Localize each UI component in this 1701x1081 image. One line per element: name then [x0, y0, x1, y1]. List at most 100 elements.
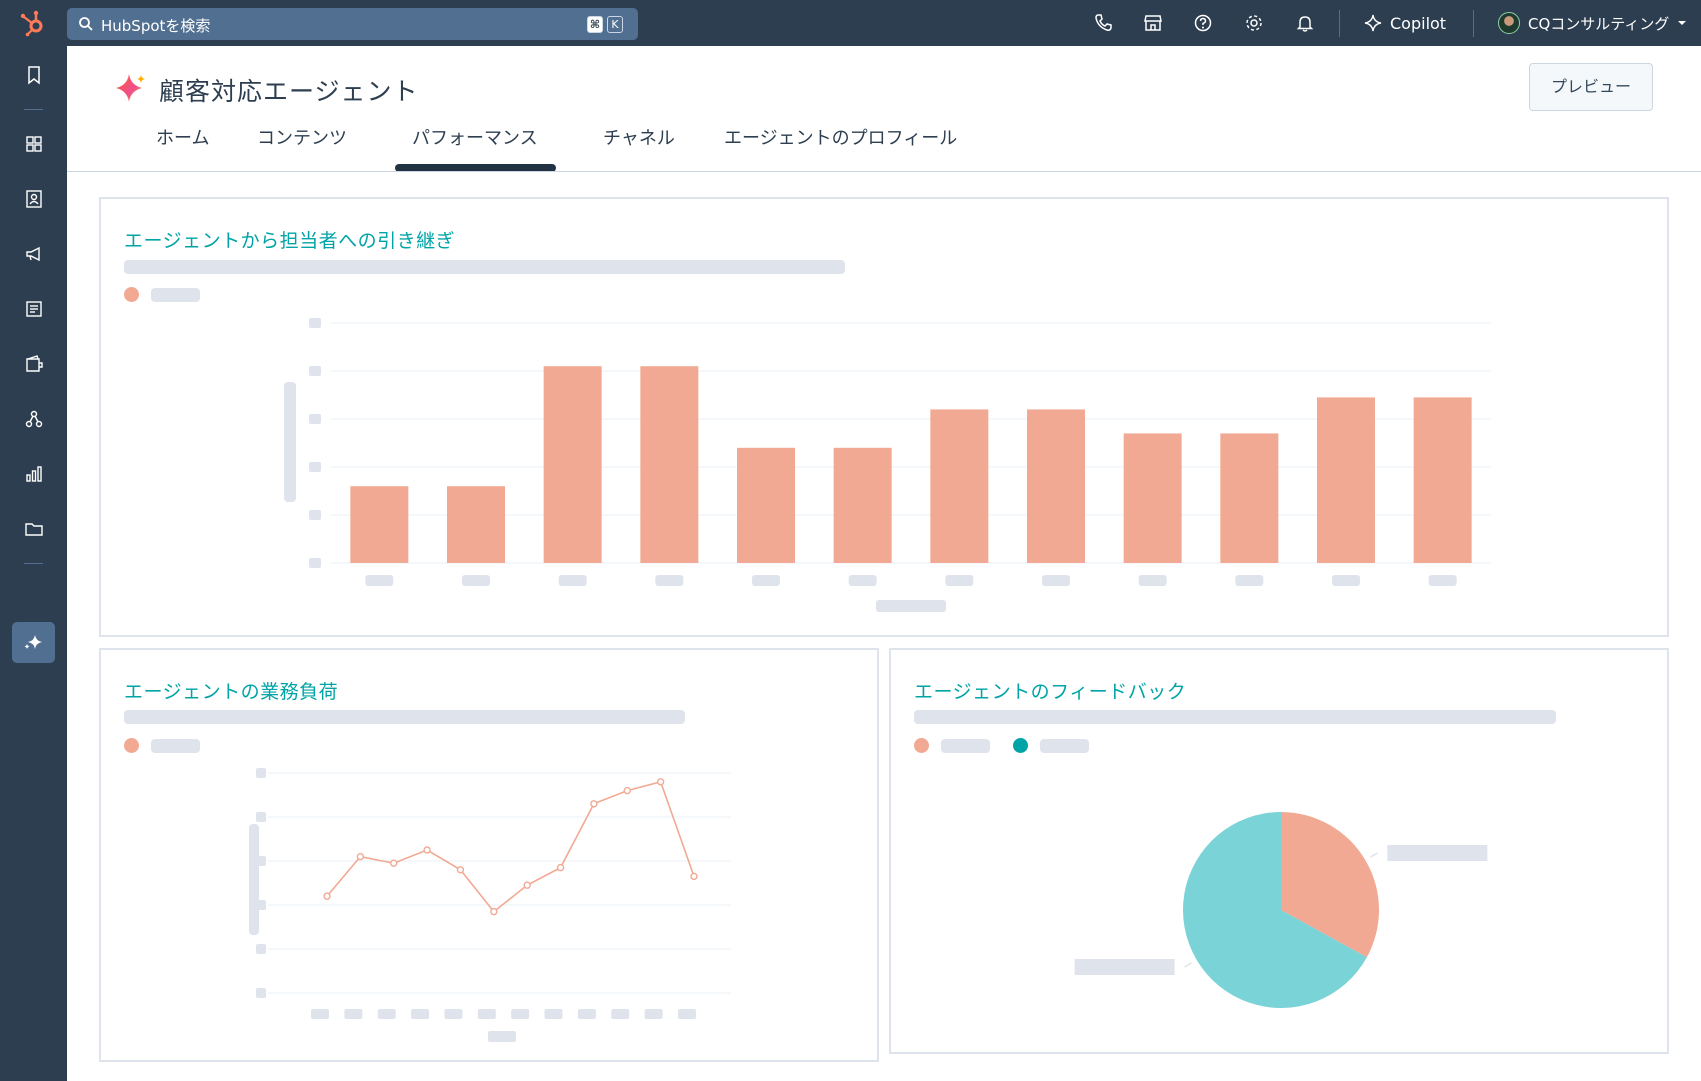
card-description-placeholder: [914, 710, 1556, 724]
data-point[interactable]: [490, 907, 498, 916]
x-tick-label-placeholder: [1428, 575, 1457, 586]
topbar-divider: [1473, 10, 1474, 37]
bookmark-icon[interactable]: [24, 65, 44, 85]
x-tick-label-placeholder: [945, 575, 974, 586]
data-point[interactable]: [323, 892, 331, 900]
tab-channels[interactable]: チャネル: [603, 128, 675, 149]
x-tick-label-placeholder: [577, 1009, 596, 1019]
settings-icon[interactable]: [1244, 13, 1264, 33]
slice-label-placeholder: [1387, 844, 1488, 861]
content-icon[interactable]: [24, 299, 44, 319]
y-tick-label-placeholder: [256, 988, 266, 998]
workspaces-icon[interactable]: [24, 134, 44, 154]
x-tick-label-placeholder: [462, 575, 490, 586]
x-tick-label-placeholder: [678, 1009, 696, 1019]
x-tick-label-placeholder: [848, 575, 877, 586]
bar[interactable]: [1123, 433, 1182, 563]
data-point[interactable]: [523, 881, 531, 889]
copilot-label: Copilot: [1390, 13, 1447, 33]
page-title: 顧客対応エージェント: [159, 77, 419, 106]
data-point[interactable]: [656, 778, 665, 786]
feedback-pie-chart: [1074, 812, 1488, 1008]
handoff-card: エージェントから担当者への引き継ぎ: [99, 197, 1669, 637]
pie-slice[interactable]: [1183, 812, 1367, 1008]
data-point[interactable]: [390, 859, 398, 867]
bar[interactable]: [640, 366, 699, 563]
sidebar-item-breeze-agents[interactable]: [12, 622, 55, 663]
x-tick-label-placeholder: [1138, 575, 1167, 586]
reporting-icon[interactable]: [24, 464, 44, 484]
phone-icon[interactable]: [1093, 13, 1113, 33]
tab-contents[interactable]: コンテンツ: [257, 128, 347, 149]
bar[interactable]: [1027, 409, 1085, 563]
copilot-button[interactable]: Copilot: [1364, 9, 1446, 37]
y-tick-label-placeholder: [309, 558, 321, 568]
pie-slice[interactable]: [1281, 812, 1379, 958]
library-icon[interactable]: [24, 519, 44, 539]
avatar: [1498, 12, 1520, 34]
hubspot-logo-icon[interactable]: [18, 8, 48, 38]
bar[interactable]: [737, 447, 795, 563]
data-point[interactable]: [690, 872, 698, 881]
sidebar-divider: [24, 563, 43, 564]
slice-leader-line: [1184, 962, 1192, 968]
chevron-down-icon: [1678, 21, 1687, 25]
shortcut-key-k: K: [607, 16, 623, 33]
contacts-icon[interactable]: [24, 189, 44, 209]
legend-swatch: [124, 287, 139, 302]
header-divider: [67, 171, 1701, 172]
account-menu[interactable]: CQコンサルティング: [1498, 9, 1687, 37]
bar[interactable]: [833, 447, 892, 563]
slice-label-placeholder: [1074, 959, 1175, 976]
bar[interactable]: [930, 409, 989, 563]
agent-sparkle-icon: [116, 74, 145, 102]
y-axis-label-placeholder: [249, 824, 259, 935]
bar[interactable]: [543, 366, 602, 563]
y-axis-label-placeholder: [284, 382, 296, 502]
help-icon[interactable]: [1193, 13, 1213, 33]
x-tick-label-placeholder: [1235, 575, 1264, 586]
y-tick-label-placeholder: [256, 812, 266, 822]
handoff-bar-chart: [284, 318, 1491, 612]
commerce-icon[interactable]: [24, 354, 44, 374]
tab-home[interactable]: ホーム: [156, 128, 210, 149]
x-tick-label-placeholder: [1332, 575, 1360, 586]
legend-swatch: [124, 738, 139, 753]
data-point[interactable]: [556, 863, 565, 872]
bar[interactable]: [1220, 433, 1279, 563]
data-point[interactable]: [590, 800, 598, 808]
data-point[interactable]: [423, 846, 431, 854]
bar[interactable]: [447, 486, 505, 563]
marketplace-icon[interactable]: [1143, 13, 1163, 33]
tab-performance[interactable]: パフォーマンス: [412, 128, 538, 149]
y-tick-label-placeholder: [309, 510, 321, 520]
bar[interactable]: [1317, 397, 1375, 563]
x-axis-label-placeholder: [488, 1031, 516, 1042]
y-tick-label-placeholder: [309, 414, 321, 424]
series-line: [326, 780, 695, 913]
x-tick-label-placeholder: [365, 575, 394, 586]
automation-icon[interactable]: [24, 409, 44, 429]
left-sidebar: [0, 46, 67, 1081]
data-point[interactable]: [356, 852, 365, 861]
x-axis-label-placeholder: [876, 600, 946, 612]
search-placeholder: HubSpotを検索: [101, 17, 211, 35]
legend-label-placeholder: [941, 739, 990, 753]
workload-card-title: エージェントの業務負荷: [124, 681, 339, 703]
bar[interactable]: [1413, 397, 1472, 563]
marketing-icon[interactable]: [24, 244, 44, 264]
slice-leader-line: [1370, 852, 1378, 858]
search-icon: [79, 17, 93, 31]
tab-agent-profile[interactable]: エージェントのプロフィール: [724, 128, 958, 149]
y-tick-label-placeholder: [256, 768, 266, 778]
data-point[interactable]: [623, 786, 631, 795]
data-point[interactable]: [456, 866, 465, 874]
notifications-icon[interactable]: [1295, 13, 1315, 33]
x-tick-label-placeholder: [644, 1009, 663, 1019]
global-search-input[interactable]: HubSpotを検索 ⌘ K: [67, 8, 638, 40]
x-tick-label-placeholder: [444, 1009, 463, 1019]
x-tick-label-placeholder: [477, 1009, 496, 1019]
x-tick-label-placeholder: [544, 1009, 563, 1019]
bar[interactable]: [350, 486, 409, 563]
preview-button[interactable]: プレビュー: [1529, 63, 1653, 111]
